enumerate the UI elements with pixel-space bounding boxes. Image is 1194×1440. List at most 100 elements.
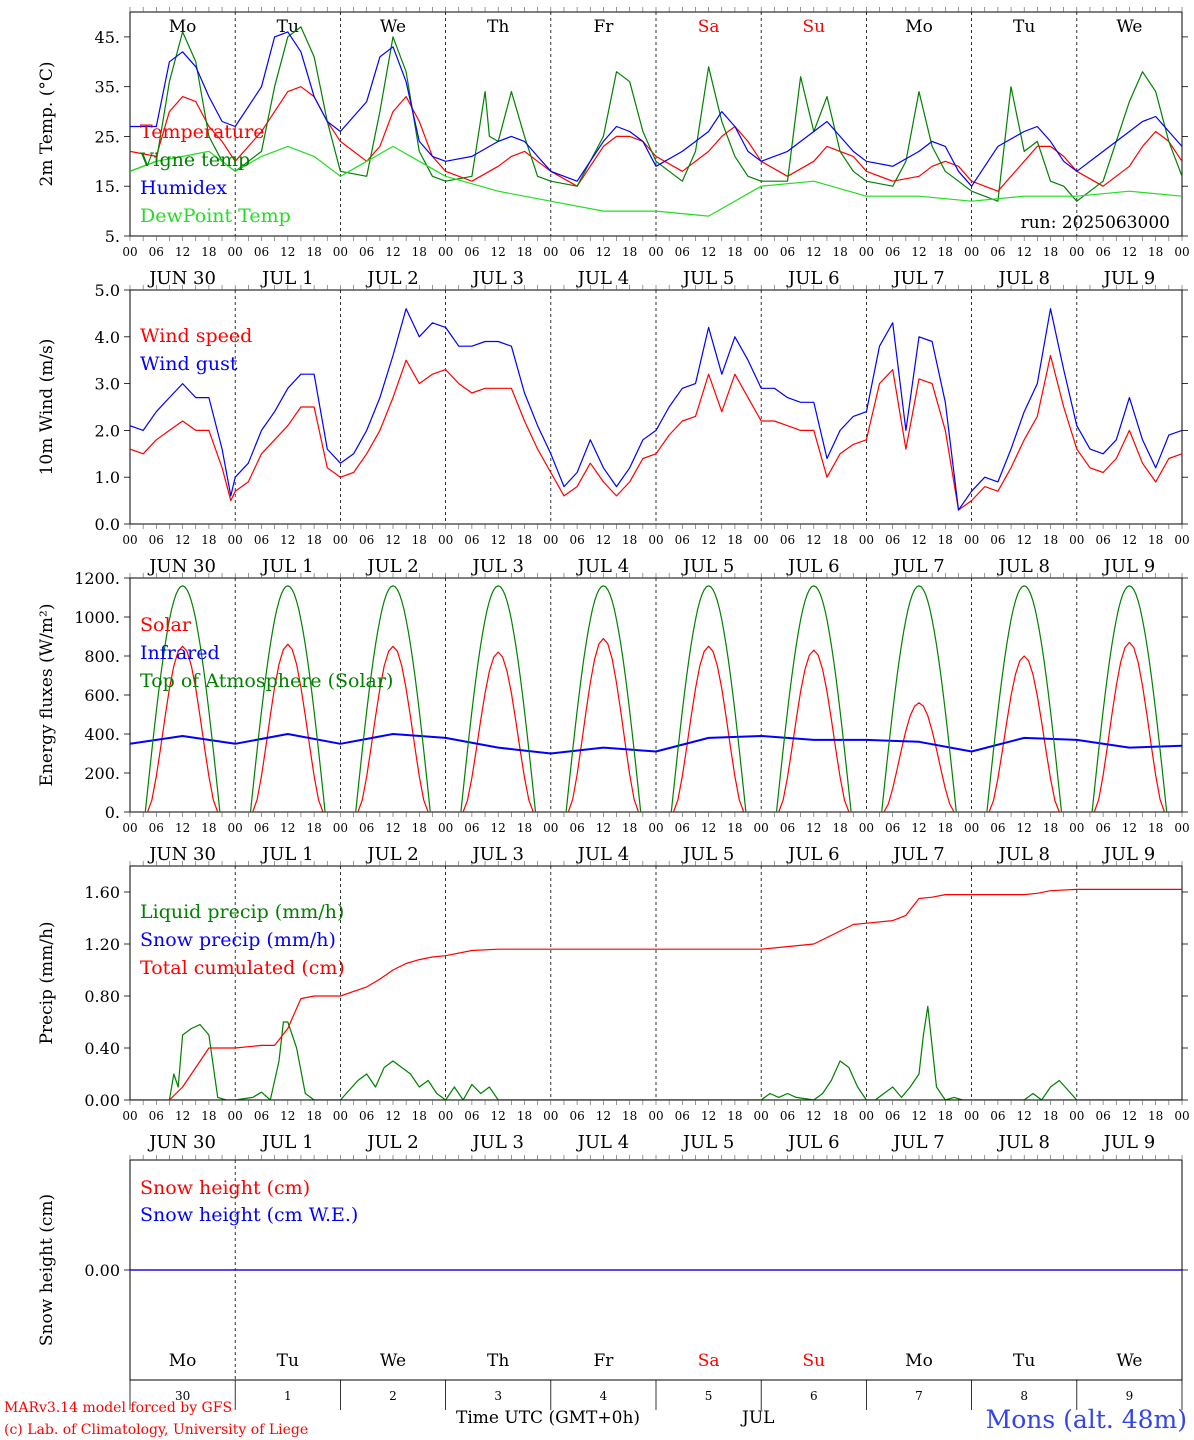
hour-tick-label: 00 [648, 245, 663, 259]
hour-tick-label: 18 [938, 245, 953, 259]
y-axis-label: Snow height (cm) [37, 1194, 57, 1346]
series-line-total-cumulated-cm [130, 888, 1182, 1100]
hour-tick-label: 00 [648, 821, 663, 835]
day-name-label: Tu [277, 1351, 299, 1371]
hour-tick-label: 00 [648, 1109, 663, 1123]
hour-tick-label: 12 [175, 245, 190, 259]
day-name-label: Tu [1013, 1351, 1035, 1371]
hour-tick-label: 12 [175, 1109, 190, 1123]
series-line-dewpoint-temp [130, 145, 1182, 217]
y-tick-label: 25. [95, 127, 120, 146]
date-label: JUL 7 [891, 1132, 945, 1153]
day-number-label: 2 [389, 1389, 397, 1403]
date-label: JUL 7 [891, 556, 945, 577]
day-number-label: 4 [600, 1389, 608, 1403]
y-tick-label: 5. [105, 227, 120, 246]
hour-tick-label: 18 [622, 245, 637, 259]
day-number-label: 7 [915, 1389, 923, 1403]
hour-tick-label: 06 [1095, 821, 1110, 835]
day-name-label: We [1116, 17, 1142, 37]
hour-tick-label: 00 [1069, 245, 1084, 259]
hour-tick-label: 06 [675, 533, 690, 547]
day-name-label: Tu [277, 17, 299, 37]
day-number-label: 6 [810, 1389, 818, 1403]
date-label: JUL 9 [1102, 268, 1156, 289]
date-label: JUN 30 [147, 556, 216, 577]
y-tick-label: 1200. [74, 569, 120, 588]
hour-tick-label: 00 [859, 533, 874, 547]
hour-tick-label: 06 [149, 533, 164, 547]
hour-tick-label: 18 [201, 1109, 216, 1123]
legend-entry: Solar [140, 614, 192, 636]
y-tick-label: 0.0 [95, 515, 120, 534]
hour-tick-label: 12 [175, 821, 190, 835]
hour-tick-label: 06 [464, 1109, 479, 1123]
date-label: JUL 6 [786, 556, 840, 577]
hour-tick-label: 06 [149, 1109, 164, 1123]
hour-tick-label: 12 [1122, 245, 1137, 259]
hour-tick-label: 18 [832, 533, 847, 547]
day-name-label: Mo [169, 17, 197, 37]
hour-tick-label: 00 [228, 245, 243, 259]
legend-entry: Top of Atmosphere (Solar) [140, 670, 393, 692]
hour-tick-label: 18 [1148, 1109, 1163, 1123]
hour-tick-label: 00 [859, 821, 874, 835]
hour-tick-label: 06 [675, 1109, 690, 1123]
hour-tick-label: 00 [859, 245, 874, 259]
hour-tick-label: 00 [859, 1109, 874, 1123]
hour-tick-label: 18 [622, 533, 637, 547]
day-name-label: Tu [1013, 17, 1035, 37]
hour-tick-label: 06 [569, 245, 584, 259]
y-axis-label: Energy fluxes (W/m²) [37, 604, 57, 787]
date-label: JUL 9 [1102, 556, 1156, 577]
hour-tick-label: 00 [122, 821, 137, 835]
hour-tick-label: 00 [754, 1109, 769, 1123]
hour-tick-label: 06 [780, 1109, 795, 1123]
panel-4: 0.00 0.40 0.80 1.20 1.60 Precip (mm/h) 00 06 12 1… [37, 861, 1190, 1153]
y-axis-label: Precip (mm/h) [37, 921, 57, 1044]
hour-tick-label: 18 [517, 533, 532, 547]
day-number-label: 5 [705, 1389, 713, 1403]
hour-tick-label: 00 [122, 245, 137, 259]
hour-tick-label: 00 [1069, 533, 1084, 547]
y-tick-label: 200. [84, 764, 120, 783]
hour-tick-label: 12 [806, 533, 821, 547]
hour-tick-label: 00 [543, 533, 558, 547]
y-axis-label: 10m Wind (m/s) [37, 339, 57, 476]
date-label: JUL 2 [365, 844, 419, 865]
hour-tick-label: 12 [1122, 1109, 1137, 1123]
hour-tick-label: 00 [1174, 533, 1189, 547]
legend-entry: Wind speed [140, 325, 252, 347]
y-tick-label: 0.80 [84, 987, 120, 1006]
hour-tick-label: 06 [149, 821, 164, 835]
hour-tick-label: 06 [1095, 245, 1110, 259]
legend-entry: Wind gust [140, 353, 238, 375]
hour-tick-label: 12 [491, 245, 506, 259]
series-line-solar [130, 637, 1182, 812]
hour-tick-label: 18 [517, 245, 532, 259]
hour-tick-label: 18 [201, 533, 216, 547]
hour-tick-label: 06 [780, 821, 795, 835]
day-name-label: We [380, 17, 406, 37]
hour-tick-label: 12 [1017, 1109, 1032, 1123]
hour-tick-label: 06 [149, 245, 164, 259]
date-label: JUN 30 [147, 844, 216, 865]
day-name-label: Mo [169, 1351, 197, 1371]
date-label: JUL 4 [576, 844, 630, 865]
series-group [130, 585, 1182, 812]
hour-tick-label: 06 [464, 245, 479, 259]
hour-tick-label: 18 [1148, 821, 1163, 835]
hour-tick-label: 12 [911, 1109, 926, 1123]
y-tick-label: 35. [95, 78, 120, 97]
hour-tick-label: 18 [1043, 533, 1058, 547]
hour-tick-label: 06 [885, 1109, 900, 1123]
legend-entry: Total cumulated (cm) [140, 957, 345, 979]
hour-tick-label: 06 [254, 533, 269, 547]
hour-tick-label: 00 [964, 821, 979, 835]
hour-tick-label: 06 [359, 1109, 374, 1123]
hour-tick-label: 06 [359, 821, 374, 835]
hour-tick-label: 06 [780, 245, 795, 259]
hour-tick-label: 12 [806, 245, 821, 259]
y-tick-label: 0.40 [84, 1039, 120, 1058]
